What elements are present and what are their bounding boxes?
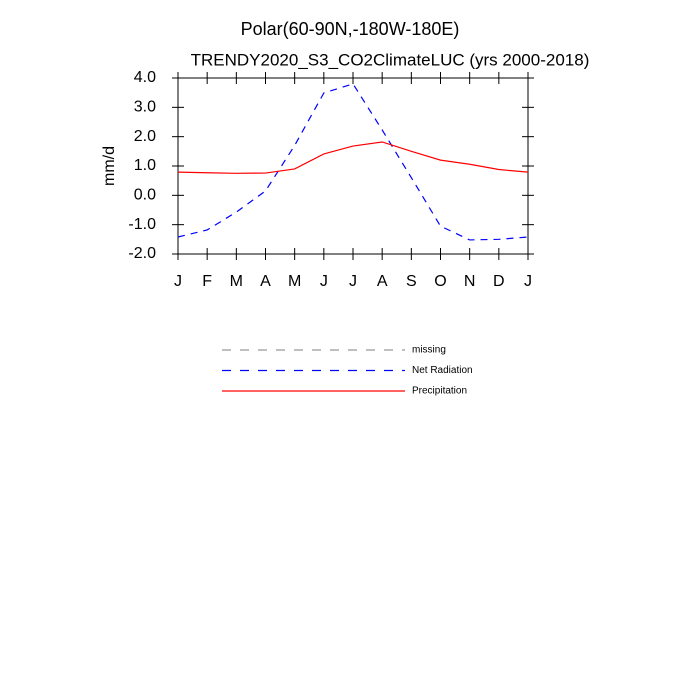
x-tick-label: J	[349, 273, 357, 290]
series-line	[177, 83, 529, 241]
plot-frame	[177, 77, 529, 255]
chart-title: Polar(60-90N,-180W-180E)	[241, 19, 460, 39]
x-tick-label: O	[434, 273, 446, 290]
x-tick-label: J	[524, 273, 532, 290]
x-tick-label: D	[493, 273, 505, 290]
y-tick-label: 3.0	[134, 99, 156, 116]
series-line	[177, 141, 529, 174]
legend-label: Net Radiation	[412, 365, 473, 376]
y-tick-label: -1.0	[128, 216, 156, 233]
y-tick-label: 0.0	[134, 187, 156, 204]
y-tick-label: 4.0	[134, 69, 156, 86]
x-tick-label: A	[377, 273, 388, 290]
y-axis-label: mm/d	[101, 146, 118, 186]
chart-subtitle: TRENDY2020_S3_CO2ClimateLUC (yrs 2000-20…	[191, 50, 590, 69]
y-tick-label: -2.0	[128, 245, 156, 262]
y-tick-label: 1.0	[134, 157, 156, 174]
y-tick-label: 2.0	[134, 128, 156, 145]
x-tick-label: J	[320, 273, 328, 290]
legend-label: Precipitation	[412, 386, 467, 397]
x-tick-label: F	[202, 273, 212, 290]
x-tick-label: M	[230, 273, 243, 290]
x-tick-label: N	[464, 273, 476, 290]
legend-label: missing	[412, 345, 446, 356]
x-tick-label: A	[260, 273, 271, 290]
x-tick-label: S	[406, 273, 417, 290]
x-tick-label: M	[288, 273, 301, 290]
x-tick-label: J	[174, 273, 182, 290]
